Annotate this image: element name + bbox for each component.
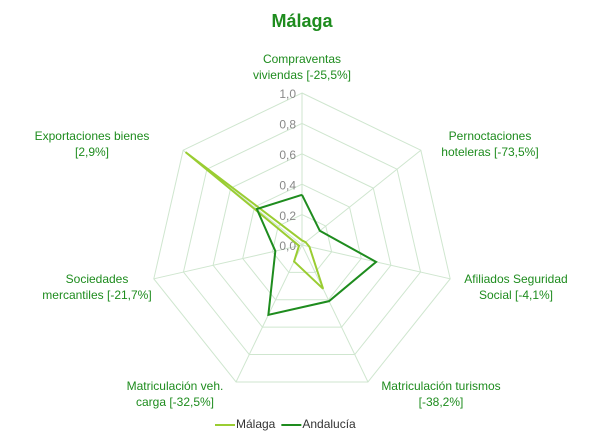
category-label: mercantiles [-21,7%] — [42, 288, 151, 302]
grid-ring — [182, 122, 422, 356]
category-label: viviendas [-25,5%] — [253, 68, 351, 82]
y-tick-label: 0,8 — [279, 118, 296, 132]
grid-ring — [271, 214, 333, 273]
legend-label: Andalucía — [302, 417, 356, 431]
category-label: Compraventas — [263, 52, 341, 66]
grid-ring — [212, 153, 392, 328]
category-label: carga [-32,5%] — [136, 395, 214, 409]
chart-title: Málaga — [271, 11, 333, 31]
grid-ring — [153, 92, 451, 383]
category-label: [-38,2%] — [419, 395, 464, 409]
axis-spoke — [301, 244, 369, 383]
y-tick-label: 0,0 — [279, 239, 296, 253]
series-line — [184, 151, 325, 290]
category-label: hoteleras [-73,5%] — [441, 145, 538, 159]
y-tick-label: 0,2 — [279, 209, 296, 223]
category-label: Pernoctaciones — [449, 129, 532, 143]
series-line — [255, 193, 378, 317]
legend-label: Málaga — [236, 417, 276, 431]
axis-spoke — [301, 149, 422, 246]
category-label: [2,9%] — [75, 145, 109, 159]
grid-ring — [242, 183, 362, 301]
category-label: Exportaciones bienes — [35, 129, 150, 143]
axis-spoke — [153, 244, 303, 280]
category-label: Social [-4,1%] — [479, 288, 553, 302]
category-label: Sociedades — [66, 272, 129, 286]
category-label: Matriculación veh. — [127, 379, 224, 393]
y-tick-label: 1,0 — [279, 87, 296, 101]
category-label: Afiliados Seguridad — [464, 272, 567, 286]
y-tick-label: 0,4 — [279, 178, 296, 192]
y-tick-label: 0,6 — [279, 148, 296, 162]
category-label: Matriculación turismos — [381, 379, 500, 393]
